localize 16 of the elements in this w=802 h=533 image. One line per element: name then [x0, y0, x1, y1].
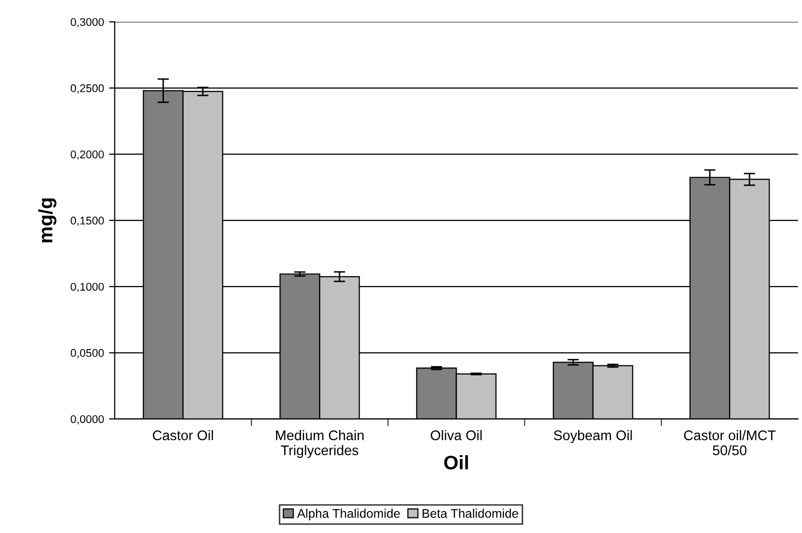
x-tick-label: Castor Oil	[152, 430, 213, 440]
legend-label: Beta Thalidomide	[422, 508, 518, 518]
y-tick-label: 0,1000	[70, 282, 104, 292]
y-tick-label: 0,0000	[70, 415, 104, 424]
y-tick-label: 0,0500	[70, 349, 104, 358]
x-tick-label: Oliva Oil	[430, 430, 482, 440]
y-axis-title: mg/g	[38, 198, 56, 242]
x-axis-title: Oil	[444, 455, 468, 470]
legend-label: Alpha Thalidomide	[297, 508, 400, 520]
x-tick-label: Soybeam Oil	[554, 430, 632, 443]
y-tick-label: 0,2000	[70, 150, 104, 160]
y-tick-label: 0,2500	[70, 84, 104, 94]
y-tick-label: 0,3000	[70, 18, 104, 28]
y-tick-label: 0,1500	[70, 216, 104, 226]
x-tick-label: Castor oil/MCT 50/50	[684, 430, 776, 456]
x-tick-label: Medium Chain Triglycerides	[276, 430, 364, 458]
